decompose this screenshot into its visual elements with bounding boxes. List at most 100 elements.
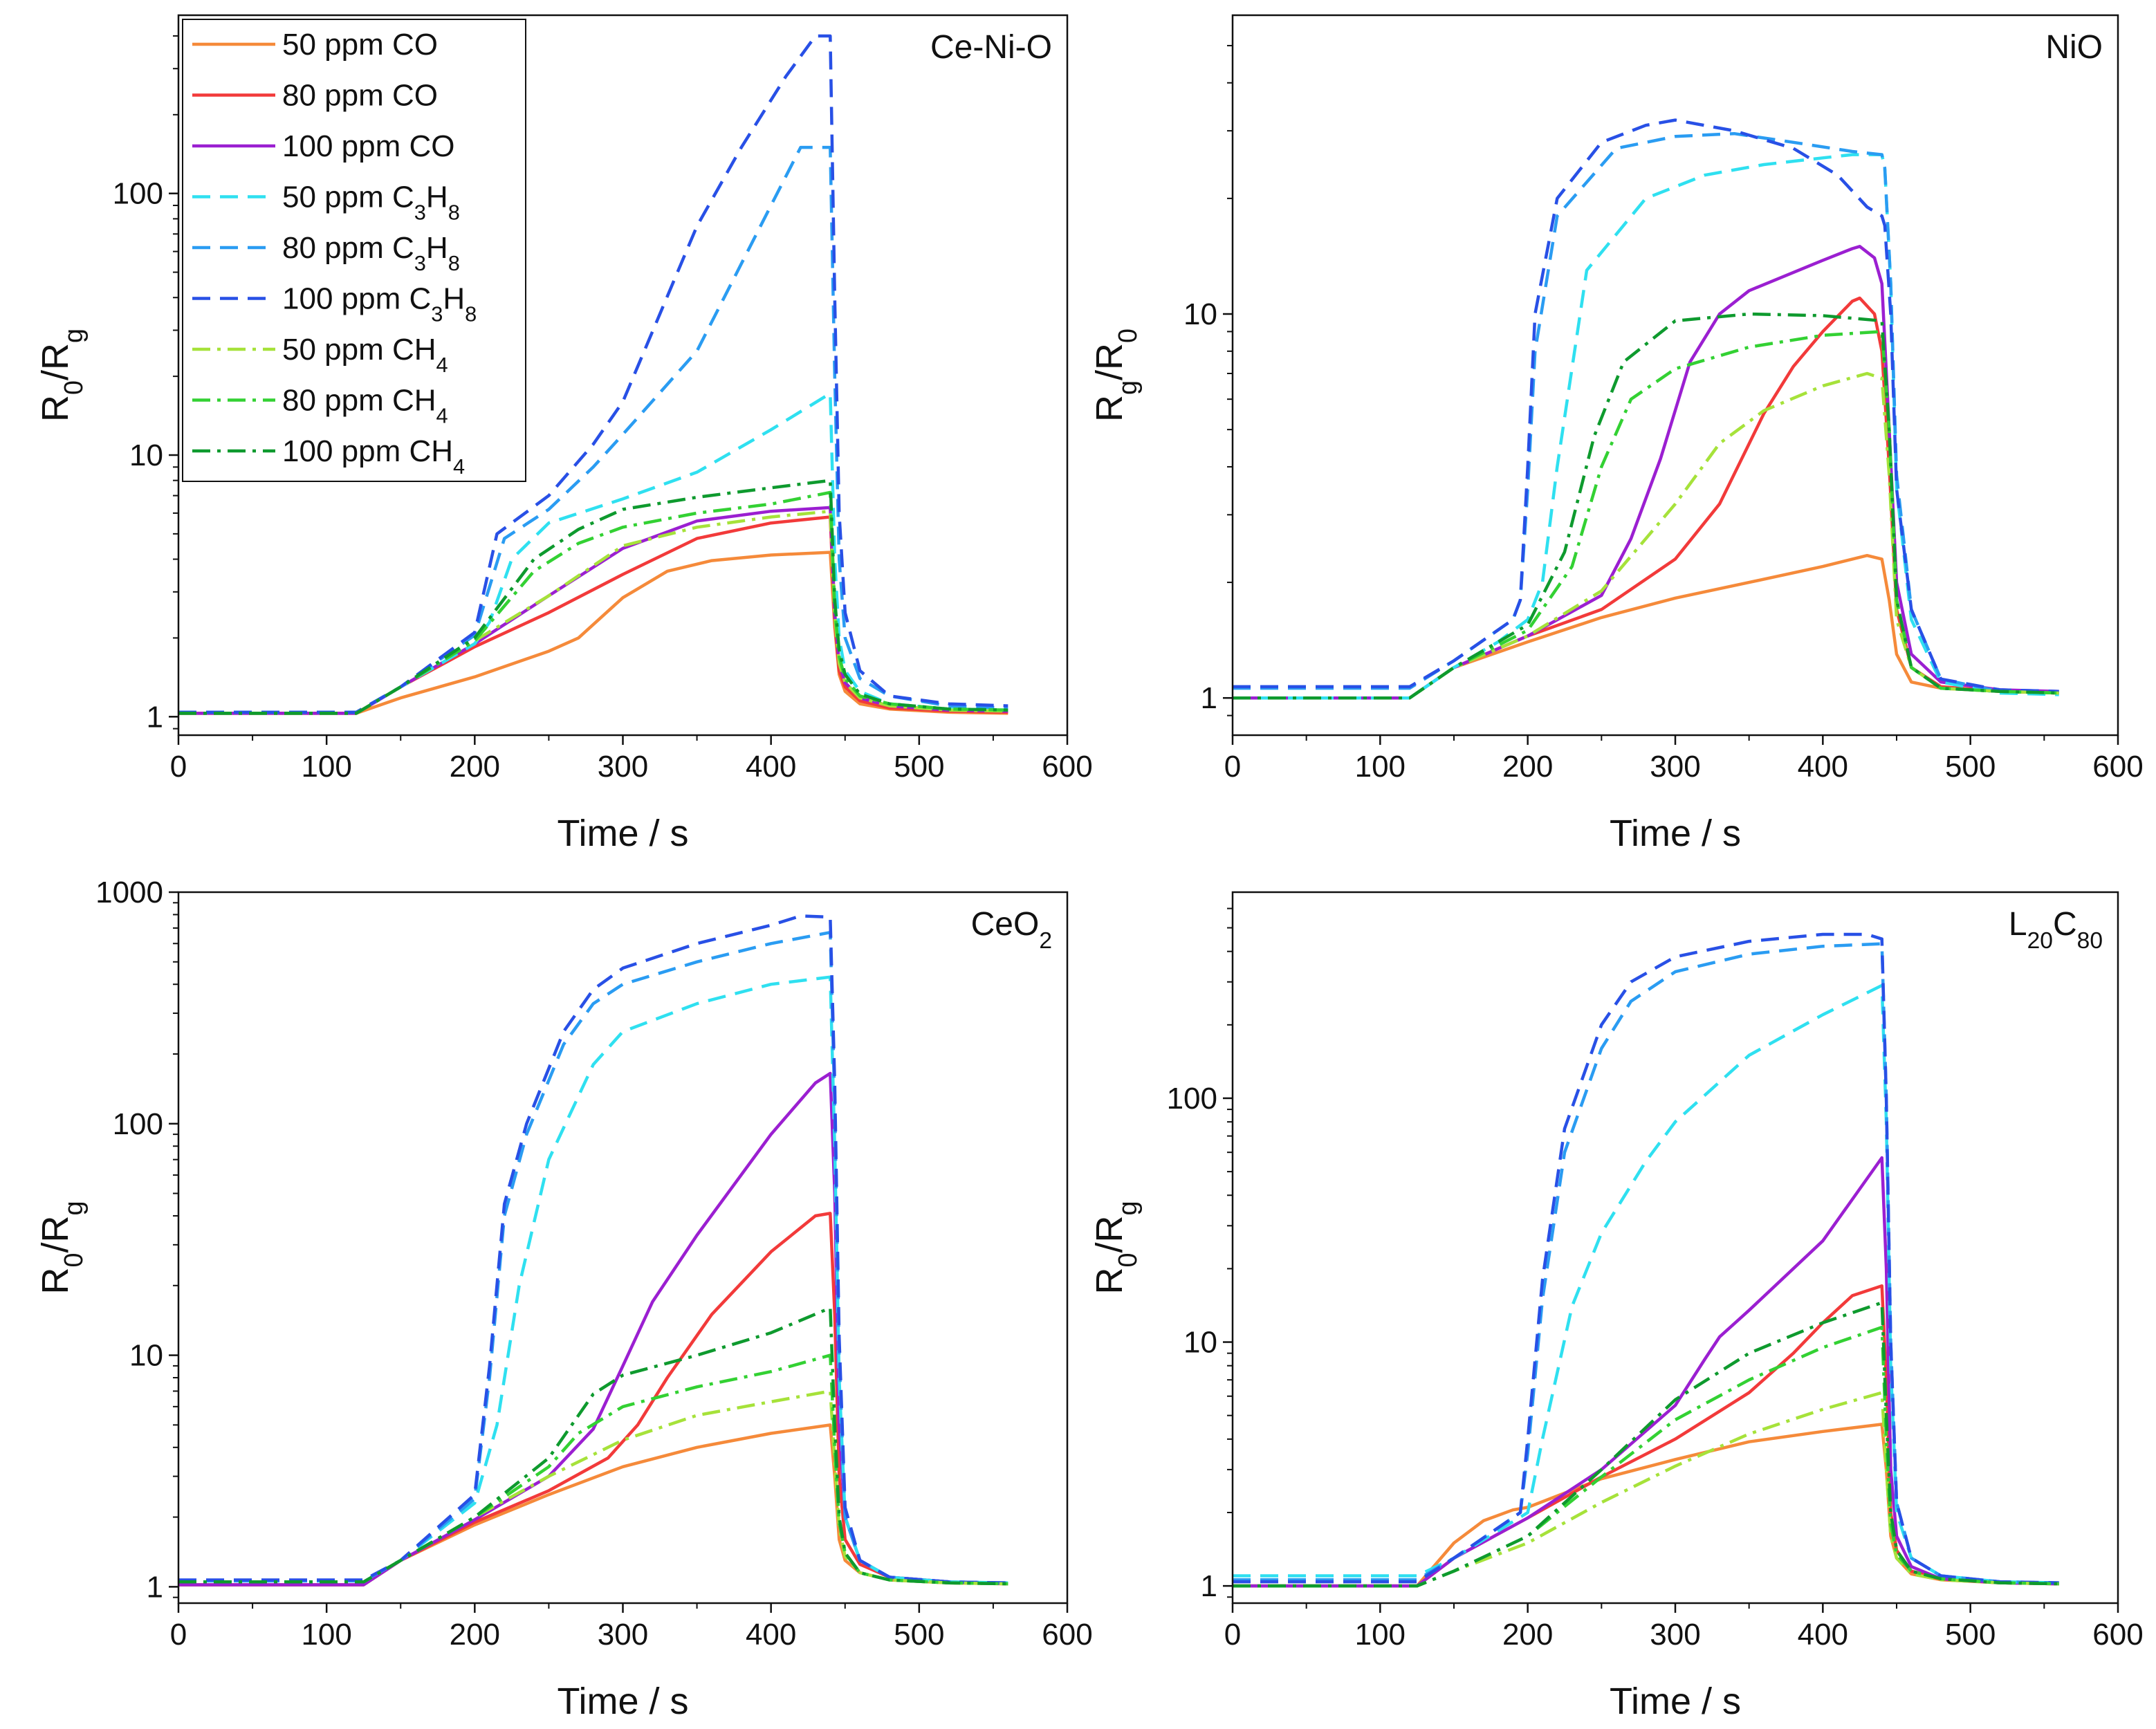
series-line-80-ppm-c3h8 [178, 145, 1008, 714]
series-line-50-ppm-co [1233, 553, 2059, 700]
series-line-100-ppm-c3h8 [178, 914, 1008, 1584]
x-tick-label: 200 [1502, 1618, 1553, 1652]
series-line-100-ppm-co [178, 1071, 1008, 1587]
x-tick-label: 600 [1042, 750, 1092, 784]
series-line-50-ppm-ch4 [1233, 371, 2059, 700]
legend-label: 100 ppm C3H8 [282, 282, 477, 326]
series-line-100-ppm-c3h8 [178, 34, 1008, 714]
legend-label: 80 ppm CH4 [282, 384, 448, 428]
y-tick-label: 10 [129, 438, 163, 472]
series-line-50-ppm-c3h8 [1233, 153, 2059, 700]
x-tick-label: 500 [894, 750, 944, 784]
plot-frame [1231, 14, 2119, 737]
x-axis-title: Time / s [1610, 1681, 1741, 1722]
series-line-50-ppm-c3h8 [1233, 983, 2059, 1584]
y-tick-label: 100 [1167, 1082, 1217, 1116]
series-line-50-ppm-c3h8 [178, 975, 1008, 1584]
x-tick-label: 200 [450, 750, 500, 784]
x-tick-label: 0 [170, 1618, 187, 1652]
series-line-50-ppm-ch4 [178, 1389, 1008, 1586]
legend-label: 80 ppm C3H8 [282, 231, 460, 275]
legend-label: 50 ppm CH4 [282, 333, 448, 377]
x-tick-label: 400 [1798, 750, 1848, 784]
panel-label: CeO2 [971, 906, 1052, 954]
x-tick-label: 600 [2092, 750, 2143, 784]
legend-label: 80 ppm CO [282, 79, 438, 113]
plot-frame [177, 891, 1069, 1605]
series-line-100-ppm-c3h8 [1233, 932, 2059, 1584]
panel-l20c80: 0 100 200 300 400 500 600 1 10 100 Time / s R0/Rg L2… [1089, 891, 2144, 1722]
y-tick-label: 100 [113, 1107, 163, 1141]
series-line-80-ppm-co [178, 515, 1008, 715]
plot-frame [1231, 891, 2119, 1605]
x-tick-label: 100 [301, 750, 351, 784]
legend: 50 ppm CO 80 ppm CO 100 ppm CO 50 ppm C3H8 8… [182, 19, 526, 482]
series-line-80-ppm-ch4 [1233, 330, 2059, 700]
y-axis-title: R0/Rg [35, 1201, 89, 1294]
series-line-50-ppm-ch4 [178, 509, 1008, 715]
y-axis-title: Rg/R0 [1089, 329, 1143, 422]
series-line-100-ppm-ch4 [1233, 1301, 2059, 1588]
y-tick-label: 10 [1183, 1326, 1217, 1360]
x-tick-label: 0 [1224, 1618, 1241, 1652]
panel-ceo2: 0 100 200 300 400 500 600 1 10 100 1000 Time / s R0/… [35, 876, 1093, 1722]
panel-label: NiO [2045, 29, 2103, 66]
series-line-80-ppm-ch4 [178, 490, 1008, 715]
x-tick-label: 600 [2092, 1618, 2143, 1652]
x-axis-title: Time / s [557, 1681, 688, 1722]
x-tick-label: 100 [1355, 1618, 1406, 1652]
series-line-50-ppm-ch4 [1233, 1391, 2059, 1588]
series-line-80-ppm-ch4 [178, 1353, 1008, 1586]
panel-label: Ce-Ni-O [930, 29, 1052, 66]
y-axis-title: R0/Rg [1089, 1201, 1143, 1294]
x-tick-label: 200 [450, 1618, 500, 1652]
series-line-100-ppm-ch4 [178, 479, 1008, 715]
x-tick-label: 300 [598, 750, 648, 784]
x-tick-label: 100 [301, 1618, 351, 1652]
panel-ce-ni-o: 0 100 200 300 400 500 600 1 10 100 Time / s R0/Rg Ce… [35, 14, 1093, 854]
y-tick-label: 100 [113, 177, 163, 211]
panel-label: L20C80 [2009, 906, 2103, 954]
y-tick-label: 1 [1201, 681, 1217, 715]
x-tick-label: 300 [1650, 1618, 1700, 1652]
series-line-80-ppm-c3h8 [178, 930, 1008, 1584]
series-group [178, 914, 1008, 1587]
series-line-100-ppm-c3h8 [1233, 118, 2059, 693]
x-tick-label: 400 [746, 750, 796, 784]
series-group [1233, 932, 2059, 1588]
x-tick-label: 200 [1502, 750, 1553, 784]
series-line-80-ppm-ch4 [1233, 1325, 2059, 1588]
series-line-80-ppm-co [1233, 1284, 2059, 1588]
y-tick-label: 1 [1201, 1569, 1217, 1603]
x-tick-label: 0 [1224, 750, 1241, 784]
legend-label: 50 ppm CO [282, 28, 438, 62]
legend-label: 100 ppm CO [282, 129, 454, 163]
y-tick-label: 1 [147, 1570, 163, 1604]
x-tick-label: 400 [746, 1618, 796, 1652]
x-tick-label: 300 [598, 1618, 648, 1652]
y-tick-label: 1000 [95, 876, 163, 909]
x-tick-label: 400 [1798, 1618, 1848, 1652]
x-tick-label: 0 [170, 750, 187, 784]
series-line-80-ppm-c3h8 [1233, 131, 2059, 695]
y-tick-label: 10 [129, 1339, 163, 1373]
series-group [178, 34, 1008, 715]
series-line-50-ppm-co [178, 1423, 1008, 1587]
legend-label: 50 ppm C3H8 [282, 181, 460, 225]
series-line-50-ppm-c3h8 [178, 391, 1008, 714]
x-tick-label: 500 [1945, 750, 1996, 784]
series-line-80-ppm-co [178, 1212, 1008, 1587]
series-line-50-ppm-co [178, 551, 1008, 715]
series-group [1233, 118, 2059, 700]
series-line-100-ppm-ch4 [178, 1306, 1008, 1586]
x-axis-title: Time / s [557, 813, 688, 854]
series-line-100-ppm-co [1233, 1156, 2059, 1588]
legend-label: 100 ppm CH4 [282, 434, 465, 479]
y-axis-title: R0/Rg [35, 329, 89, 422]
series-line-100-ppm-co [1233, 245, 2059, 700]
x-tick-label: 100 [1355, 750, 1406, 784]
x-tick-label: 500 [1945, 1618, 1996, 1652]
x-axis-title: Time / s [1610, 813, 1741, 854]
x-tick-label: 500 [894, 1618, 944, 1652]
